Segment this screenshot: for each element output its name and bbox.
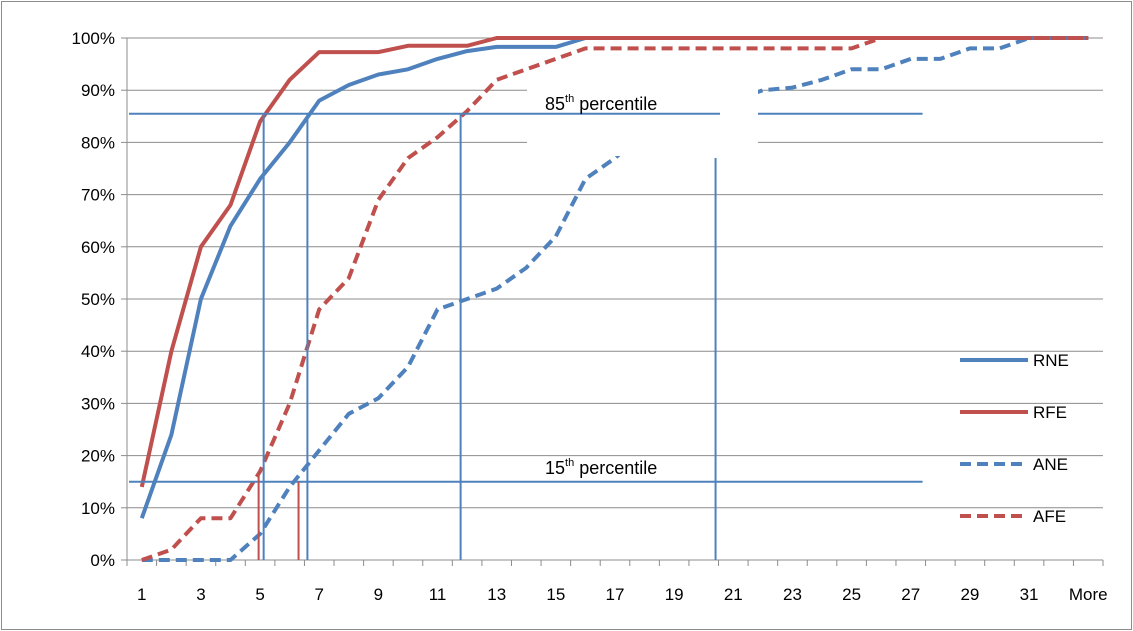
legend: RNE RFE ANE AFE xyxy=(960,351,1069,526)
x-axis-ticks: 1 3 5 7 9 11 13 15 17 19 21 23 25 27 29 31 More xyxy=(126,560,1108,604)
y-tick-label: 20% xyxy=(81,447,115,466)
y-tick-label: 30% xyxy=(81,394,115,413)
x-tick-label: 21 xyxy=(724,585,743,604)
series-line-rfe xyxy=(139,36,1089,488)
y-tick-label: 40% xyxy=(81,342,115,361)
x-tick-label: 1 xyxy=(137,585,146,604)
legend-label-afe: AFE xyxy=(1033,507,1066,526)
percentile-reference-lines xyxy=(129,112,923,560)
y-tick-label: 90% xyxy=(81,81,115,100)
percentile-label: 85th percentile xyxy=(545,93,657,114)
y-tick-label: 10% xyxy=(81,499,115,518)
y-axis-ticks: 0% 10% 20% 30% 40% 50% 60% 70% 80% 90% 100% xyxy=(72,29,127,570)
x-tick-label: 23 xyxy=(783,585,802,604)
x-tick-label: 11 xyxy=(429,585,447,604)
x-tick-label: 29 xyxy=(960,585,979,604)
percentile-annotations: 85th percentile 15th percentile xyxy=(527,84,758,478)
x-tick-label: 15 xyxy=(546,585,565,604)
legend-label-rfe: RFE xyxy=(1033,403,1067,422)
x-tick-label: 7 xyxy=(315,585,324,604)
annotation-background xyxy=(527,84,758,156)
x-tick-label: 17 xyxy=(606,585,625,604)
x-tick-label: More xyxy=(1069,585,1108,604)
x-tick-label: 3 xyxy=(196,585,205,604)
y-tick-label: 0% xyxy=(90,551,115,570)
y-tick-label: 70% xyxy=(81,186,115,205)
x-tick-label: 27 xyxy=(901,585,920,604)
x-tick-label: 13 xyxy=(487,585,506,604)
x-tick-label: 25 xyxy=(842,585,861,604)
legend-label-rne: RNE xyxy=(1033,351,1069,370)
x-tick-label: 19 xyxy=(665,585,684,604)
y-tick-label: 100% xyxy=(72,29,115,48)
y-tick-label: 60% xyxy=(81,238,115,257)
x-tick-label: 9 xyxy=(374,585,383,604)
series-line-afe xyxy=(141,36,1089,562)
legend-label-ane: ANE xyxy=(1033,455,1068,474)
series-lines xyxy=(139,36,1089,562)
y-tick-label: 80% xyxy=(81,133,115,152)
x-tick-label: 5 xyxy=(255,585,264,604)
x-tick-label: 31 xyxy=(1020,585,1039,604)
y-tick-label: 50% xyxy=(81,290,115,309)
percentile-label: 15th percentile xyxy=(545,457,657,478)
